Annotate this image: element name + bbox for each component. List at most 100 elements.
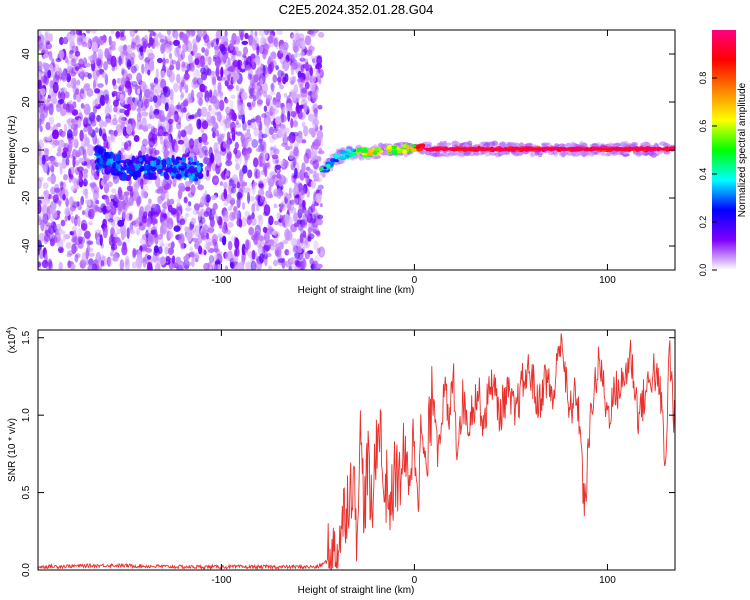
noise-blob: [255, 260, 263, 270]
noise-blob: [174, 256, 181, 268]
noise-blob: [177, 130, 182, 139]
noise-blob: [185, 203, 190, 212]
noise-blob: [238, 114, 242, 120]
noise-blob: [110, 227, 115, 236]
noise-blob: [221, 35, 229, 47]
noise-blob: [154, 139, 158, 147]
noise-blob: [73, 92, 77, 100]
noise-blob: [319, 125, 323, 131]
noise-blob: [236, 181, 241, 189]
noise-blob: [280, 113, 284, 124]
noise-blob: [167, 247, 174, 256]
noise-blob: [300, 64, 304, 73]
noise-blob: [303, 102, 308, 113]
noise-blob: [317, 130, 324, 141]
noise-blob: [128, 196, 134, 207]
noise-blob: [168, 224, 173, 232]
noise-blob: [242, 202, 245, 210]
noise-blob: [247, 169, 253, 179]
noise-blob: [141, 117, 147, 129]
noise-blob: [233, 68, 240, 74]
noise-blob: [192, 38, 197, 46]
noise-blob: [204, 49, 209, 57]
noise-blob: [60, 219, 66, 227]
noise-blob: [259, 77, 263, 87]
noise-blob: [86, 204, 92, 210]
noise-blob: [225, 152, 232, 164]
snr-x-tick-label: -100: [211, 575, 231, 586]
noise-blob: [71, 176, 77, 184]
noise-blob: [287, 264, 293, 270]
noise-blob: [56, 237, 64, 249]
noise-blob: [234, 248, 238, 257]
noise-blob: [130, 65, 137, 74]
noise-blob: [183, 137, 190, 148]
noise-blob: [136, 38, 144, 49]
noise-blob: [303, 171, 308, 179]
noise-blob: [253, 201, 259, 207]
noise-blob: [128, 213, 133, 221]
noise-band-blob: [150, 160, 157, 167]
noise-blob: [118, 114, 126, 125]
noise-blob: [102, 89, 110, 101]
colorbar-tick-label: 0.6: [698, 120, 708, 133]
noise-blob: [269, 83, 274, 90]
noise-blob: [282, 239, 289, 245]
signal-halo-blob: [475, 152, 480, 157]
noise-blob: [167, 204, 173, 213]
noise-blob: [58, 246, 64, 253]
noise-blob: [290, 111, 297, 118]
y-tick-label: 20: [21, 96, 32, 108]
noise-blob: [262, 150, 269, 160]
noise-blob: [44, 229, 49, 237]
noise-blob: [153, 245, 159, 254]
noise-blob: [66, 129, 73, 139]
noise-blob: [143, 98, 150, 108]
noise-blob: [135, 217, 141, 224]
signal-blob: [350, 148, 355, 152]
noise-blob: [116, 228, 121, 235]
noise-blob: [229, 211, 236, 222]
noise-blob: [107, 140, 113, 149]
noise-blob: [243, 150, 251, 161]
noise-blob: [121, 67, 125, 76]
noise-blob: [293, 146, 299, 157]
noise-blob: [273, 148, 280, 155]
noise-blob: [198, 219, 203, 229]
noise-blob: [254, 159, 258, 167]
noise-blob: [43, 196, 51, 205]
noise-blob: [60, 91, 66, 102]
noise-band-blob: [194, 177, 199, 182]
noise-blob: [194, 112, 199, 118]
noise-blob: [148, 132, 154, 142]
signal-halo-blob: [619, 141, 627, 147]
noise-blob: [297, 184, 302, 190]
noise-blob: [118, 45, 124, 53]
noise-blob: [167, 242, 175, 248]
signal-blob: [351, 150, 358, 155]
noise-blob: [193, 80, 201, 88]
noise-blob: [302, 200, 306, 208]
noise-blob: [39, 98, 46, 105]
noise-blob: [242, 46, 249, 55]
noise-blob: [140, 178, 144, 190]
noise-blob: [139, 221, 143, 227]
noise-blob: [273, 37, 278, 48]
noise-blob: [104, 194, 109, 204]
noise-blob: [216, 91, 224, 97]
noise-blob: [170, 241, 175, 249]
noise-blob: [142, 138, 148, 147]
noise-blob: [173, 225, 181, 232]
noise-blob: [177, 139, 185, 145]
noise-blob: [184, 61, 189, 69]
noise-blob: [43, 189, 50, 199]
noise-blob: [219, 90, 224, 100]
noise-blob: [70, 58, 76, 67]
noise-blob: [83, 148, 87, 161]
noise-blob: [233, 79, 237, 84]
noise-blob: [303, 209, 308, 214]
noise-blob: [228, 179, 235, 187]
noise-blob: [234, 141, 239, 150]
noise-blob: [160, 43, 166, 54]
noise-blob: [177, 188, 183, 200]
